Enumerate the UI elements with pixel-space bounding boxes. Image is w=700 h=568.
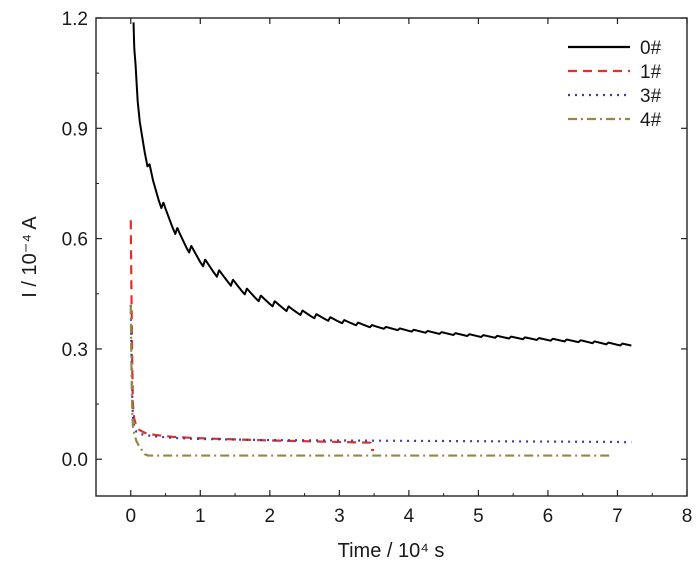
y-tick-label: 0.3: [62, 340, 88, 361]
x-tick-label: 2: [265, 506, 276, 527]
x-tick-label: 1: [195, 506, 206, 527]
x-tick-label: 0: [125, 506, 136, 527]
x-tick-label: 8: [682, 506, 693, 527]
x-tick-label: 5: [473, 506, 484, 527]
plot-area-frame: [95, 17, 688, 497]
legend-label-1: 1#: [640, 62, 662, 83]
x-axis-title: Time / 10⁴ s: [338, 540, 445, 562]
x-tick-label: 4: [404, 506, 415, 527]
series-line-1: [129, 220, 375, 452]
y-tick-label: 0.9: [62, 119, 88, 140]
x-tick-label: 3: [334, 506, 345, 527]
tick-layer: 0 1 2 3 4 5 6 7 8 0.0 0.3 0.6 0.9 1.2: [62, 9, 693, 527]
series-line-0: [132, 22, 633, 347]
series-line-3: [129, 304, 632, 444]
x-tick-label: 6: [543, 506, 554, 527]
series-layer: [129, 22, 633, 457]
legend-label-0: 0#: [640, 38, 662, 59]
legend: 0# 1# 3# 4#: [568, 38, 662, 131]
y-tick-label: 0.6: [62, 230, 88, 251]
legend-label-3: 3#: [640, 86, 662, 107]
legend-label-4: 4#: [640, 110, 662, 131]
series-line-4: [129, 304, 611, 457]
y-axis-title: I / 10⁻⁴ A: [19, 216, 41, 298]
y-tick-label: 1.2: [62, 9, 88, 30]
x-tick-label: 7: [612, 506, 623, 527]
y-tick-label: 0.0: [62, 450, 88, 471]
